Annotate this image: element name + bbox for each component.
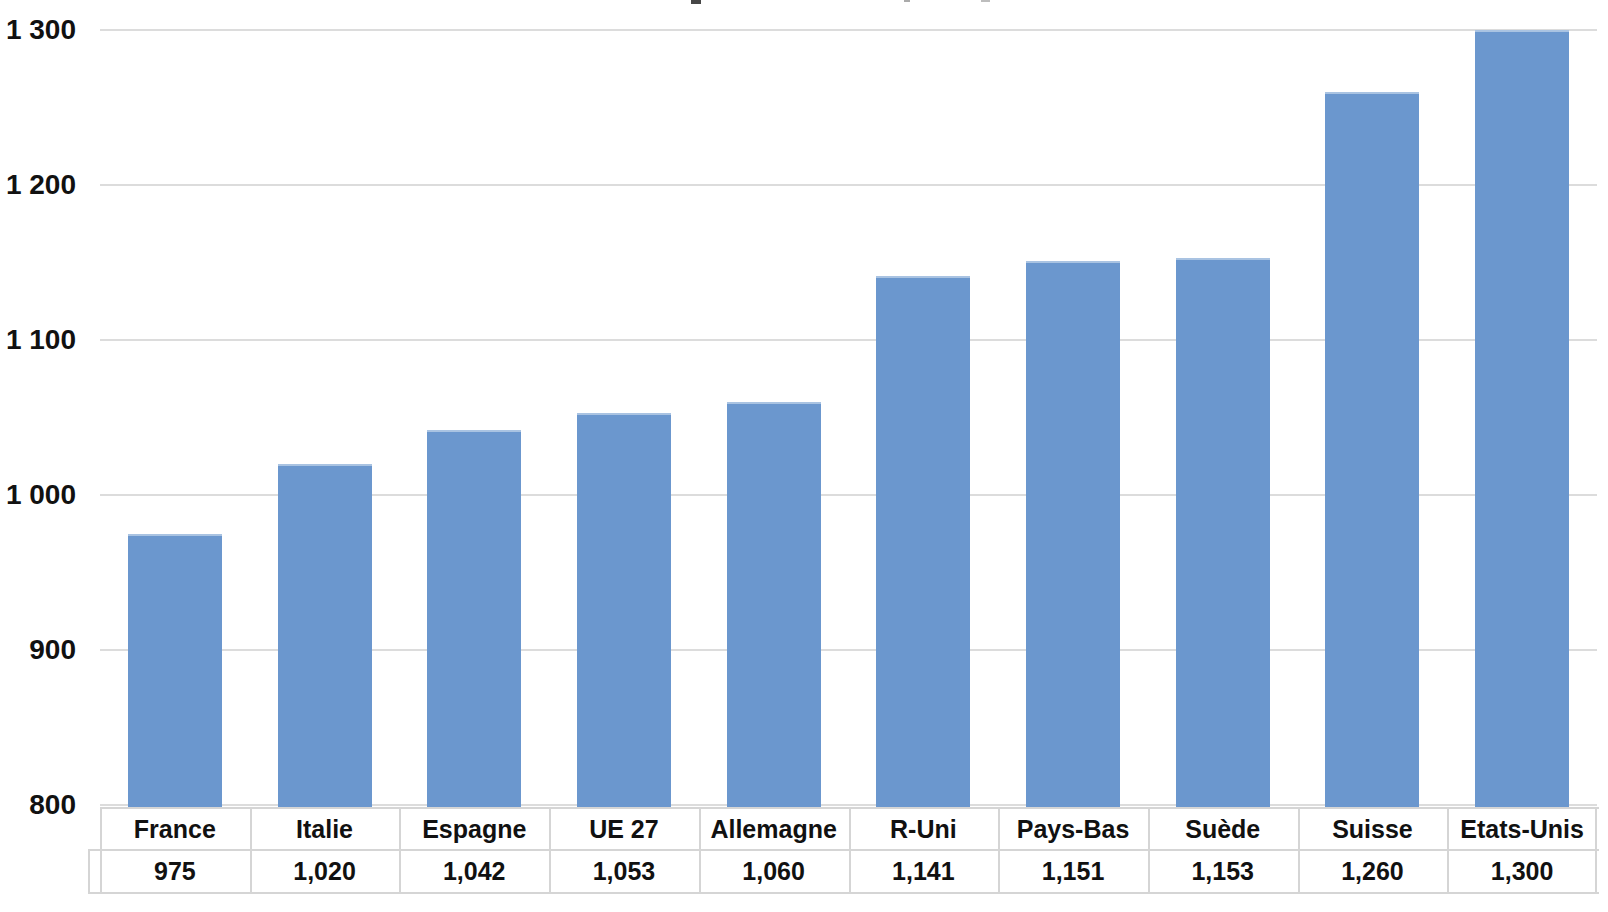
y-tick-label: 900 — [0, 633, 76, 667]
data-table-category-cell: Allemagne — [699, 808, 849, 850]
data-table-value-cell: 1,141 — [849, 850, 999, 893]
data-table-category-cell: Pays-Bas — [998, 808, 1148, 850]
data-table-category-cell: Italie — [250, 808, 400, 850]
bar-espagne — [427, 430, 521, 808]
bar-r-uni — [876, 276, 970, 808]
cropped-title-remnant — [904, 0, 910, 2]
data-table-value-cell: 1,060 — [699, 850, 849, 893]
cropped-title-remnant — [691, 0, 701, 4]
data-table-category-cell: UE 27 — [549, 808, 699, 850]
bar-etats-unis — [1475, 30, 1569, 808]
data-table-value-cell: 1,300 — [1447, 850, 1597, 893]
y-tick-label: 1 000 — [0, 478, 76, 512]
bar-suisse — [1325, 92, 1419, 808]
data-table-category-cell: Espagne — [399, 808, 549, 850]
data-table-value-cell: 1,042 — [399, 850, 549, 893]
data-table-value-cell: 975 — [100, 850, 250, 893]
data-table-category-cell: Suède — [1148, 808, 1298, 850]
bar-italie — [278, 464, 372, 808]
data-table-border — [88, 850, 90, 893]
data-table-value-cell: 1,260 — [1298, 850, 1448, 893]
bar-allemagne — [727, 402, 821, 808]
data-table-value-cell: 1,020 — [250, 850, 400, 893]
bar-france — [128, 534, 222, 808]
data-table-category-cell: Suisse — [1298, 808, 1448, 850]
data-table-value-cell: 1,053 — [549, 850, 699, 893]
data-table-value-cell: 1,153 — [1148, 850, 1298, 893]
y-tick-label: 1 200 — [0, 168, 76, 202]
data-table-category-cell: Etats-Unis — [1447, 808, 1597, 850]
bar-pays-bas — [1026, 261, 1120, 808]
cropped-title-remnant — [981, 0, 990, 2]
bar-chart-figure: 8009001 0001 1001 2001 300 FranceItalieE… — [0, 0, 1608, 912]
y-tick-label: 1 100 — [0, 323, 76, 357]
bar-ue-27 — [577, 413, 671, 808]
data-table-category-cell: R-Uni — [849, 808, 999, 850]
bar-su-de — [1176, 258, 1270, 808]
y-tick-label: 1 300 — [0, 13, 76, 47]
data-table-value-cell: 1,151 — [998, 850, 1148, 893]
gridline — [100, 29, 1597, 31]
data-table-category-cell: France — [100, 808, 250, 850]
y-tick-label: 800 — [0, 788, 76, 822]
